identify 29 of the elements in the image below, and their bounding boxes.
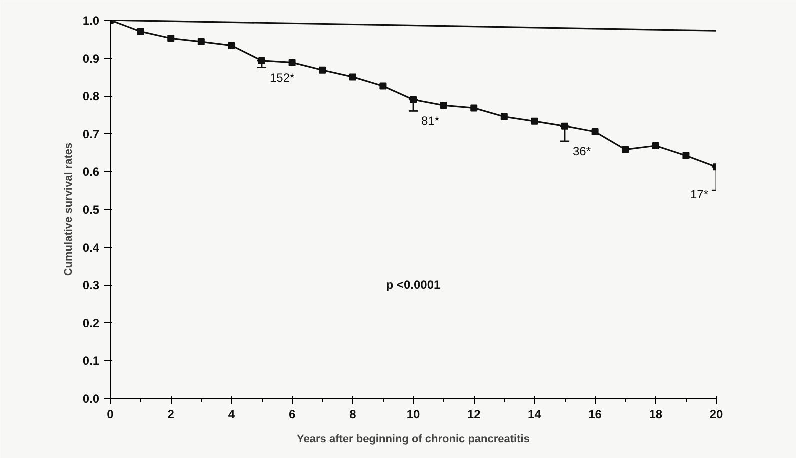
y-tick-label: 0.1 bbox=[82, 354, 100, 368]
y-tick-label: 0.9 bbox=[82, 52, 100, 66]
annotation: p <0.0001 bbox=[386, 278, 442, 292]
x-tick-label: 10 bbox=[406, 408, 420, 422]
x-tick-label: 16 bbox=[588, 408, 602, 422]
x-tick-label: 6 bbox=[288, 408, 296, 422]
x-tick-label: 20 bbox=[710, 408, 724, 422]
annotation: 81* bbox=[422, 114, 440, 128]
y-tick-label: 0.0 bbox=[82, 392, 100, 406]
x-tick-label: 2 bbox=[168, 408, 175, 422]
y-tick-label: 0.4 bbox=[82, 240, 100, 255]
x-tick-label: 14 bbox=[528, 408, 542, 422]
x-tick-label: 8 bbox=[350, 408, 357, 422]
x-axis-title: Years after beginning of chronic pancreatitis bbox=[297, 434, 530, 446]
y-tick-label: 0.2 bbox=[82, 316, 100, 330]
y-tick-label: 0.6 bbox=[82, 165, 100, 180]
y-tick-label: 0.8 bbox=[82, 90, 100, 104]
x-tick-label: 4 bbox=[228, 408, 236, 422]
annotation: 152* bbox=[270, 70, 296, 85]
x-tick-label: 12 bbox=[467, 408, 482, 422]
y-tick-label: 0.7 bbox=[82, 127, 100, 142]
y-tick-label: 1.0 bbox=[82, 14, 100, 28]
x-tick-label: 0 bbox=[107, 408, 114, 422]
y-tick-label: 0.5 bbox=[82, 203, 100, 217]
y-axis-title: Cumulative survival rates bbox=[62, 142, 75, 276]
y-tick-label: 0.3 bbox=[82, 278, 100, 293]
x-tick-label: 18 bbox=[649, 408, 663, 422]
annotation: 36* bbox=[573, 144, 592, 158]
annotation: 17* bbox=[690, 188, 709, 202]
